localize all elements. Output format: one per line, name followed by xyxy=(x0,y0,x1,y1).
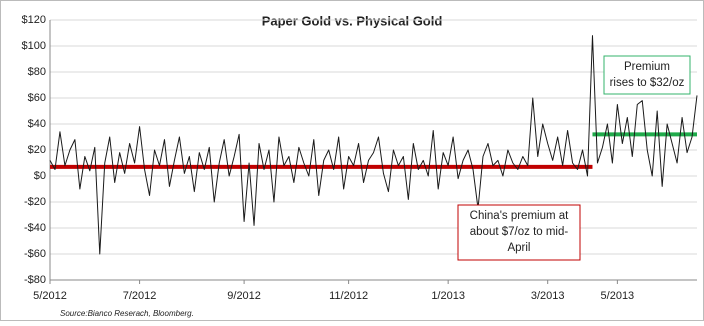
annotation-text: about $7/oz to mid- xyxy=(470,226,569,238)
annotation-text: April xyxy=(507,242,530,254)
y-tick-label: $60 xyxy=(28,92,46,104)
y-tick-label: $100 xyxy=(22,40,46,52)
x-tick-label: 11/2012 xyxy=(329,290,368,302)
x-tick-label: 1/2013 xyxy=(431,290,465,302)
annotation-text: China's premium at xyxy=(470,210,570,222)
y-tick-label: -$40 xyxy=(24,222,46,234)
y-tick-label: -$80 xyxy=(24,274,46,286)
y-tick-label: -$60 xyxy=(24,248,46,260)
y-tick-label: $0 xyxy=(34,170,46,182)
annotation-box xyxy=(603,55,691,95)
y-tick-label: $120 xyxy=(22,14,46,26)
series-line xyxy=(49,35,698,255)
y-tick-label: $20 xyxy=(28,144,46,156)
chart-title: Paper Gold vs. Physical Gold xyxy=(262,13,443,28)
y-tick-label: -$20 xyxy=(24,196,46,208)
x-tick-label: 5/2012 xyxy=(33,290,67,302)
y-tick-label: $40 xyxy=(28,118,46,130)
x-tick-label: 9/2012 xyxy=(227,290,261,302)
x-tick-label: 7/2012 xyxy=(123,290,157,302)
source-note: Source:Bianco Reserach, Bloomberg. xyxy=(60,309,194,318)
annotation-box xyxy=(457,204,581,261)
y-tick-label: $80 xyxy=(28,66,46,78)
x-tick-label: 3/2013 xyxy=(531,290,565,302)
annotation-text: rises to $32/oz xyxy=(610,77,685,89)
annotation-text: Premium xyxy=(624,61,670,73)
x-tick-label: 5/2013 xyxy=(601,290,635,302)
